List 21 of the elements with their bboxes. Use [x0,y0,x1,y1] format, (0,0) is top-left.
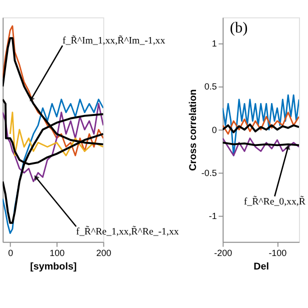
x-tick-label: 100 [50,248,65,258]
y-tick-label: 1 [212,38,217,48]
x-axis-title: [symbols] [30,261,77,272]
x-tick-label: 0 [8,248,14,258]
annotation: (b) [230,20,248,37]
x-tick-label: 200 [96,248,112,258]
annotation: f_R̃^Re_0,xx,R̃ [244,195,306,208]
y-tick-label: 0 [212,124,217,135]
y-tick-label: -0.5 [201,168,217,178]
annotation: f_R̃^Re_1,xx,R̃^Re_-1,xx [76,226,179,238]
line-series [222,94,300,156]
x-axis-title: Del [254,261,270,272]
annotation: f_R̃^Im_1,xx,R̃^Im_-1,xx [62,34,166,47]
line-series [222,112,300,135]
x-tick-label: -100 [268,248,287,258]
y-tick-label: -1 [208,211,217,222]
line-series [222,138,300,156]
x-tick-label: -200 [214,248,232,258]
line-series [222,123,300,134]
y-axis-title: Cross correlation [188,89,199,171]
y-tick-label: 0.5 [204,82,217,92]
